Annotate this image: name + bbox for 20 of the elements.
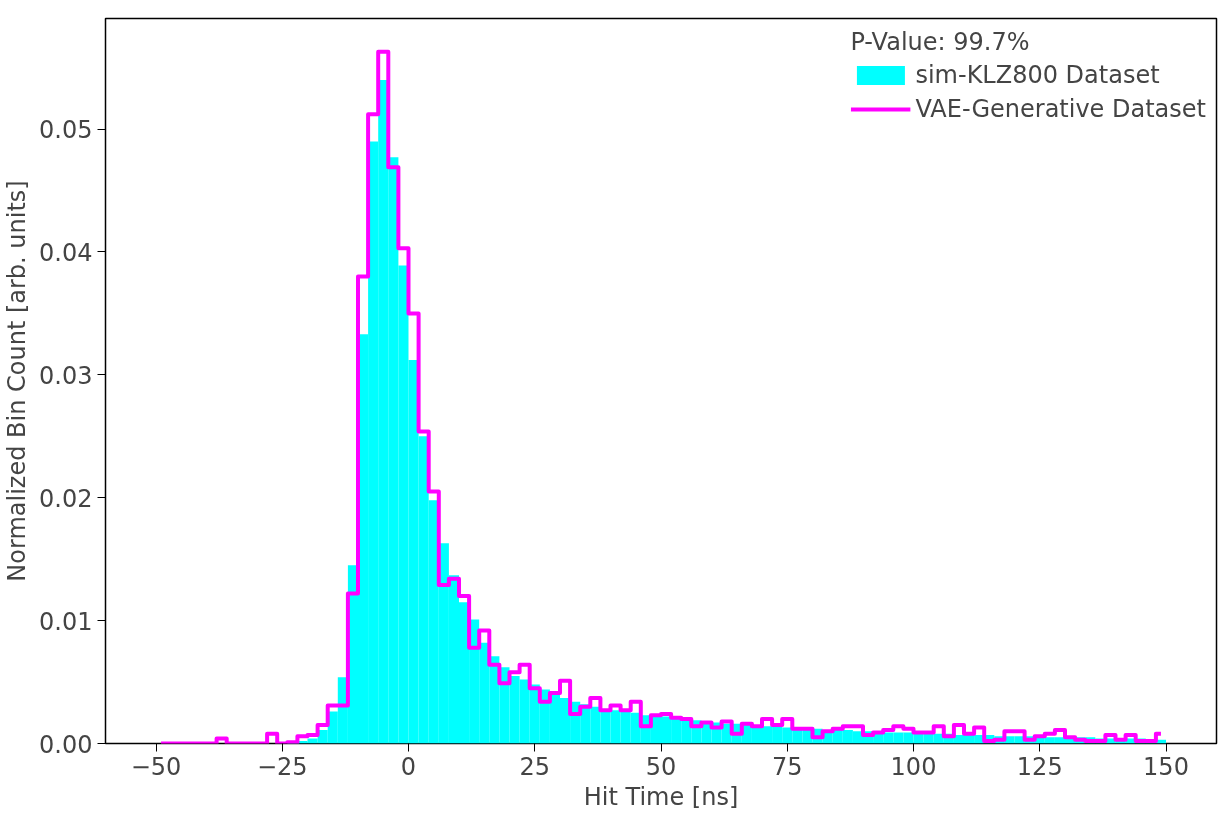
legend-title: P-Value: 99.7% [850, 28, 1031, 56]
y-tick-label: 0.05 [39, 116, 93, 145]
x-axis-title: Hit Time [ns] [583, 782, 739, 811]
x-tick-label: 125 [1016, 752, 1063, 781]
x-tick-label: 0 [400, 752, 417, 781]
x-tick-label: 100 [890, 752, 937, 781]
legend-label: VAE-Generative Dataset [915, 95, 1206, 123]
x-tick-label: −25 [256, 752, 308, 781]
x-tick-label: 50 [645, 752, 677, 781]
x-tick-label: −50 [130, 752, 182, 781]
y-tick-label: 0.04 [39, 238, 93, 267]
legend-label: sim-KLZ800 Dataset [915, 61, 1160, 89]
x-tick-label: 75 [771, 752, 803, 781]
y-tick-label: 0.02 [39, 484, 93, 513]
x-tick-label: 25 [519, 752, 551, 781]
x-tick-label: 150 [1143, 752, 1189, 781]
y-tick-label: 0.00 [39, 730, 93, 759]
y-axis-title: Normalized Bin Count [arb. units] [3, 180, 32, 582]
y-tick-label: 0.03 [39, 361, 93, 390]
y-tick-label: 0.01 [39, 607, 93, 636]
